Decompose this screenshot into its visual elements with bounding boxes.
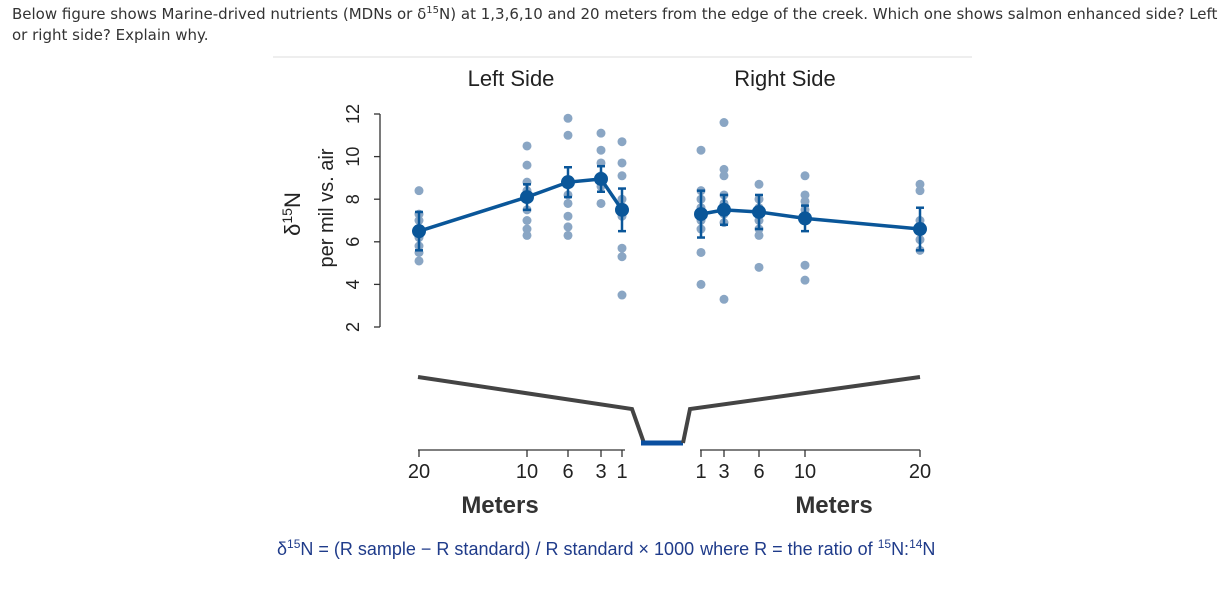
y-axis-symbol-label: δ15N	[279, 192, 305, 236]
y-tick-label: 10	[343, 147, 363, 167]
x-axes: 20 10 6 3 1 1 3 6 10 20	[408, 449, 931, 483]
right-mean-point	[717, 202, 731, 217]
left-data-point	[596, 128, 606, 138]
right-bank-line	[681, 375, 921, 444]
left-side-title: Left Side	[468, 66, 555, 91]
left-data-point	[563, 113, 573, 123]
right-data-point	[800, 190, 810, 200]
left-mean-point	[594, 171, 608, 186]
right-data-point	[719, 164, 729, 174]
left-x-tick-label: 3	[595, 461, 606, 483]
formula-sup15b: 15	[877, 537, 892, 551]
right-data-point	[800, 260, 810, 270]
formula-sup15: 15	[287, 537, 301, 551]
y-axis-label-text: per mil vs. air	[316, 148, 338, 267]
left-data-point	[414, 256, 424, 266]
right-x-tick-label: 6	[753, 461, 764, 483]
left-x-tick-label: 6	[562, 461, 573, 483]
left-data-point	[522, 224, 532, 234]
right-data-point	[754, 262, 764, 272]
left-data-point	[563, 211, 573, 221]
right-mean-point	[694, 207, 708, 222]
right-data-point	[696, 247, 706, 257]
left-mean-point	[561, 175, 575, 190]
y-tick-label: 6	[343, 237, 363, 247]
right-data-point	[800, 171, 810, 181]
right-side-title: Right Side	[734, 66, 836, 91]
delta-formula: δ15N = (R sample − R standard) / R stand…	[277, 537, 935, 560]
y-tick-label: 2	[343, 322, 363, 332]
y-axis-symbol-tail: N	[280, 192, 305, 208]
right-data-point	[800, 275, 810, 285]
left-data-point	[563, 130, 573, 140]
right-data-point	[754, 179, 764, 189]
y-axis-symbol-sup: 15	[279, 208, 295, 224]
question-sup: 15	[426, 5, 440, 16]
left-data-point	[414, 186, 424, 196]
formula-n2: N	[922, 539, 936, 559]
mean-series	[412, 164, 927, 252]
right-x-tick-label: 1	[695, 461, 706, 483]
right-data-point	[719, 118, 729, 128]
left-data-point	[617, 137, 627, 147]
y-tick-label: 8	[343, 194, 363, 204]
right-data-point	[719, 171, 729, 181]
question-text-before: Below figure shows Marine-drived nutrien…	[12, 5, 427, 23]
left-data-point	[617, 171, 627, 181]
svg-text:δ15N: δ15N	[279, 192, 305, 236]
left-data-point	[596, 198, 606, 208]
right-data-point	[754, 230, 764, 240]
right-data-point	[915, 186, 925, 196]
left-data-point	[617, 243, 627, 253]
right-data-point	[696, 279, 706, 289]
right-x-tick-label: 3	[718, 461, 729, 483]
left-data-point	[617, 252, 627, 262]
left-mean-point	[615, 202, 629, 217]
right-data-point	[915, 179, 925, 189]
right-x-tick-label: 10	[794, 461, 816, 483]
left-x-tick-label: 10	[516, 461, 538, 483]
left-data-point	[522, 141, 532, 151]
y-tick-label: 4	[343, 279, 363, 289]
left-data-point	[522, 160, 532, 170]
y-axis: 2 4 6 8 10 12	[343, 104, 381, 332]
left-data-point	[563, 230, 573, 240]
left-mean-line	[418, 177, 624, 233]
left-x-tick-label: 1	[616, 461, 627, 483]
y-axis-symbol: δ	[280, 224, 305, 236]
left-data-point	[596, 145, 606, 155]
right-mean-point	[913, 222, 927, 237]
left-data-point	[563, 198, 573, 208]
right-mean-point	[752, 204, 766, 219]
left-data-point	[522, 216, 532, 225]
left-data-point	[617, 290, 627, 300]
formula-delta: δ	[277, 539, 288, 559]
left-data-point	[522, 230, 532, 240]
left-mean-point	[412, 224, 426, 239]
left-x-axis-title: Meters	[461, 492, 538, 519]
left-bank-line	[417, 375, 646, 444]
formula-main: N = (R sample − R standard) / R standard…	[300, 539, 695, 559]
question-text-after: N) at 1,3,6,10 and 20 meters from the ed…	[12, 5, 1218, 44]
question-text: Below figure shows Marine-drived nutrien…	[12, 0, 1227, 46]
formula-n1: N:	[891, 539, 910, 559]
left-data-point	[617, 158, 627, 168]
left-x-tick-label: 20	[408, 461, 430, 483]
right-data-point	[719, 294, 729, 304]
y-axis-label: per mil vs. air	[316, 148, 338, 267]
right-data-point	[696, 145, 706, 155]
formula-sup14: 14	[909, 537, 923, 551]
right-mean-point	[798, 211, 812, 226]
y-tick-label: 12	[343, 104, 363, 124]
left-mean-point	[520, 190, 534, 205]
right-x-tick-label: 20	[909, 461, 931, 483]
left-data-point	[563, 222, 573, 232]
formula-where: where R = the ratio of	[700, 539, 873, 559]
right-data-point	[800, 196, 810, 206]
right-x-axis-title: Meters	[795, 492, 872, 519]
